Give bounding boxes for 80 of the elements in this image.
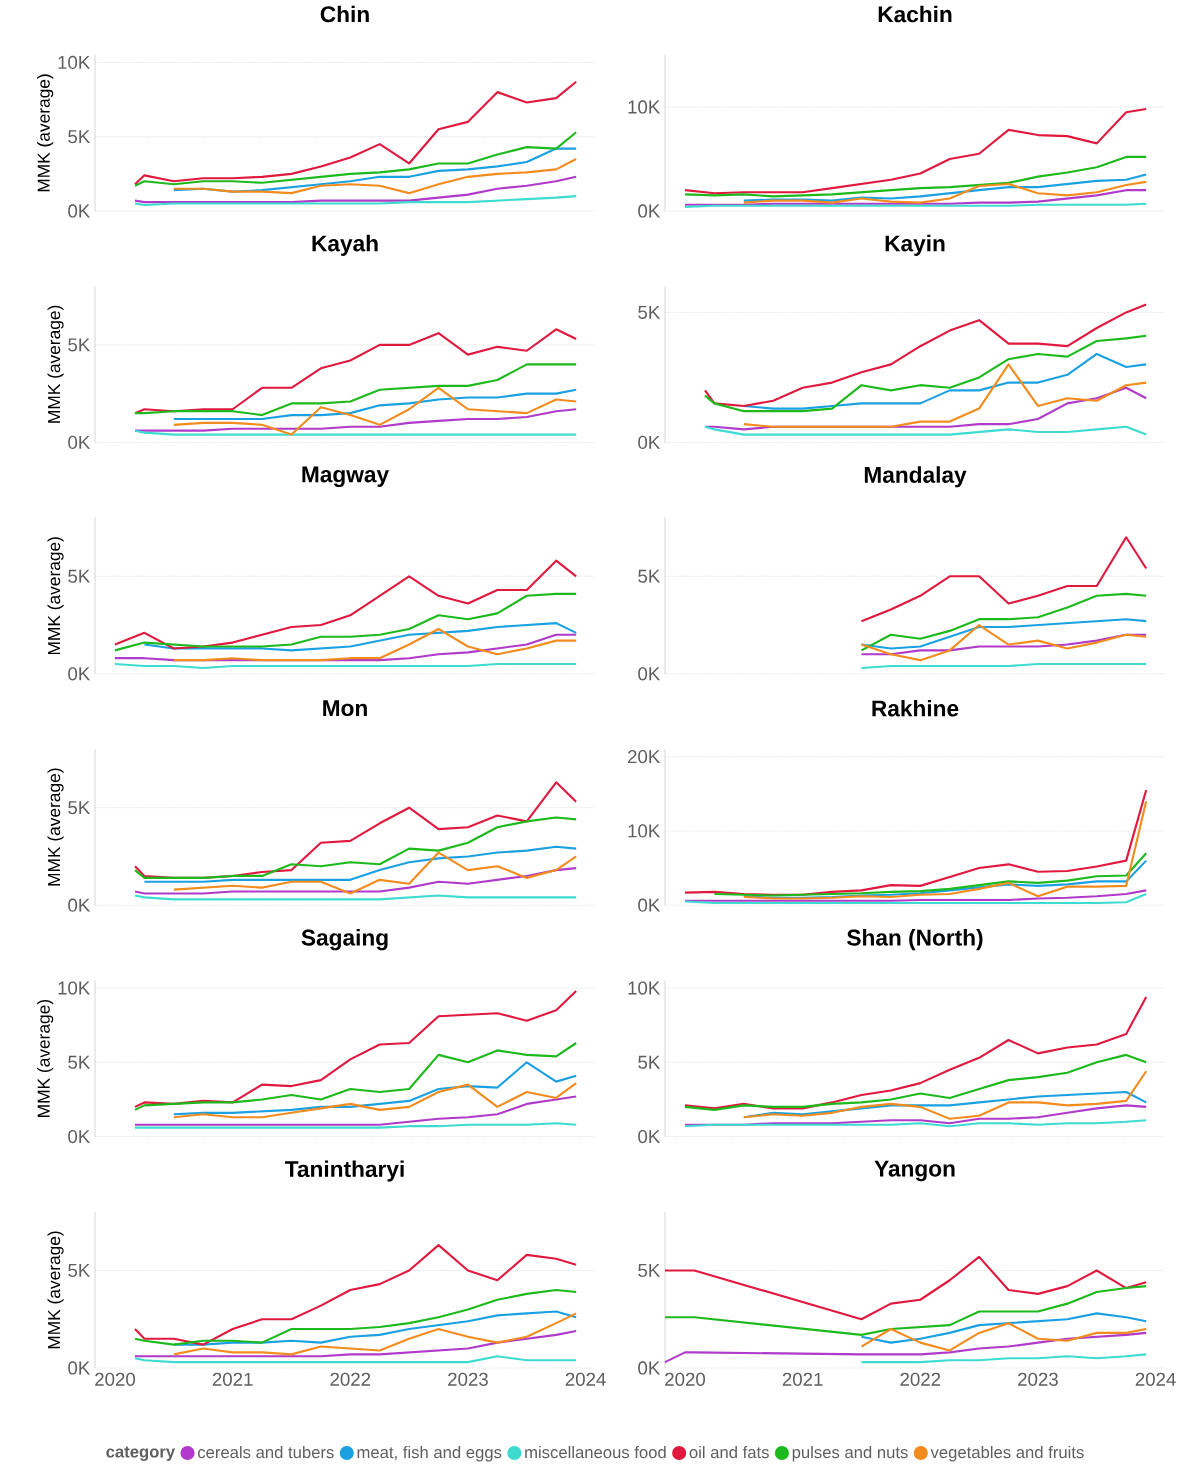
- chart-title: Kayah: [312, 234, 378, 256]
- x-tick-label: 2021: [782, 1372, 823, 1386]
- y-tick-label: 20K: [628, 750, 661, 764]
- y-tick-label: 5K: [68, 569, 91, 583]
- y-axis-title: MMK (average): [47, 537, 64, 655]
- legend-label: meat, fish and eggs: [357, 1445, 502, 1462]
- line-series: [172, 1082, 578, 1119]
- y-tick-label: 0K: [638, 667, 661, 681]
- line-series: [742, 180, 1148, 204]
- y-tick-label: 0K: [68, 667, 91, 681]
- legend-label: miscellaneous food: [525, 1445, 666, 1459]
- y-tick-label: 10K: [628, 100, 661, 114]
- x-tick-label: 2020: [95, 1372, 136, 1386]
- x-tick-label: 2023: [1018, 1372, 1058, 1386]
- y-tick-label: 5K: [68, 1055, 91, 1069]
- y-tick-label: 0K: [68, 435, 91, 449]
- line-series: [683, 995, 1148, 1110]
- line-series: [172, 157, 578, 195]
- x-tick-label: 2020: [665, 1372, 706, 1386]
- line-series: [860, 592, 1148, 652]
- chart-title: Kayin: [885, 234, 945, 256]
- y-tick-label: 5K: [68, 801, 91, 815]
- x-tick-label: 2024: [565, 1372, 606, 1386]
- legend-label: oil and fats: [689, 1445, 769, 1459]
- y-axis-title: MMK (average): [47, 1231, 64, 1349]
- chart-title: Mon: [323, 700, 367, 717]
- y-tick-label: 5K: [638, 1055, 661, 1069]
- y-axis-title: MMK (average): [37, 74, 54, 192]
- legend-label: vegetables and fruits: [930, 1445, 1084, 1462]
- x-tick-label: 2022: [330, 1372, 371, 1386]
- y-tick-label: 5K: [638, 305, 661, 319]
- chart-title: Sagaing: [301, 928, 388, 951]
- line-series: [742, 1070, 1148, 1120]
- y-tick-label: 5K: [68, 130, 91, 144]
- y-tick-label: 0K: [68, 1361, 91, 1375]
- line-series: [703, 303, 1148, 408]
- line-series: [133, 328, 578, 415]
- y-tick-label: 10K: [628, 824, 661, 838]
- y-tick-label: 0K: [638, 898, 661, 912]
- x-tick-label: 2021: [212, 1372, 253, 1386]
- x-tick-label: 2022: [900, 1372, 941, 1386]
- chart-title: Chin: [320, 5, 369, 23]
- y-tick-label: 10K: [628, 981, 661, 995]
- y-axis-title: MMK (average): [47, 768, 64, 886]
- x-tick-label: 2024: [1135, 1372, 1176, 1386]
- line-series: [133, 1244, 578, 1346]
- y-tick-label: 5K: [638, 569, 661, 583]
- y-axis-title: MMK (average): [47, 305, 64, 423]
- chart-title: Yangon: [874, 1160, 955, 1182]
- chart-title: Kachin: [878, 5, 952, 23]
- chart-title: Rakhine: [872, 699, 959, 717]
- line-series: [860, 623, 1148, 662]
- line-series: [133, 1041, 578, 1111]
- y-tick-label: 0K: [68, 1129, 91, 1144]
- legend-label: cereals and tubers: [197, 1445, 334, 1459]
- x-tick-label: 2023: [448, 1372, 488, 1386]
- line-series: [860, 1322, 1148, 1352]
- legend-title: category: [106, 1446, 176, 1461]
- y-tick-label: 0K: [68, 898, 91, 912]
- y-tick-label: 5K: [638, 1263, 661, 1278]
- line-series: [860, 536, 1148, 623]
- y-tick-label: 0K: [638, 1361, 661, 1375]
- y-tick-label: 5K: [68, 338, 91, 352]
- chart-title: Mandalay: [864, 466, 967, 488]
- y-axis-title: MMK (average): [37, 999, 54, 1117]
- y-tick-label: 10K: [58, 55, 91, 70]
- y-tick-label: 0K: [638, 435, 661, 449]
- chart-title: Shan (North): [847, 929, 983, 951]
- legend-label: pulses and nuts: [792, 1445, 908, 1462]
- line-series: [133, 80, 578, 186]
- y-tick-label: 10K: [58, 981, 91, 995]
- y-tick-label: 0K: [638, 1129, 661, 1144]
- chart-title: Magway: [302, 466, 389, 487]
- y-tick-label: 0K: [68, 204, 91, 218]
- y-tick-label: 5K: [68, 1263, 91, 1278]
- y-tick-label: 0K: [638, 204, 661, 218]
- line-series: [683, 788, 1148, 896]
- chart-title: Tanintharyi: [285, 1160, 404, 1182]
- line-series: [683, 1053, 1148, 1111]
- line-series: [742, 800, 1148, 900]
